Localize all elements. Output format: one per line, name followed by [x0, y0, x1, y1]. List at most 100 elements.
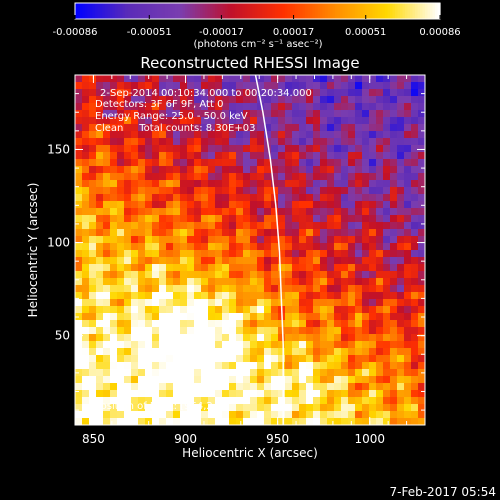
heatmap-cell: [103, 103, 111, 111]
heatmap-cell: [159, 173, 167, 181]
heatmap-cell: [390, 89, 398, 97]
heatmap-cell: [117, 397, 125, 405]
heatmap-cell: [327, 355, 335, 363]
heatmap-cell: [103, 369, 111, 377]
heatmap-cell: [292, 173, 300, 181]
heatmap-cell: [82, 285, 90, 293]
heatmap-cell: [278, 327, 286, 335]
heatmap-cell: [166, 131, 174, 139]
heatmap-cell: [271, 96, 279, 104]
heatmap-cell: [404, 222, 412, 230]
heatmap-cell: [355, 180, 363, 188]
heatmap-cell: [138, 397, 146, 405]
heatmap-cell: [362, 390, 370, 398]
heatmap-cell: [404, 236, 412, 244]
heatmap-cell: [355, 341, 363, 349]
heatmap-cell: [355, 376, 363, 384]
heatmap-cell: [75, 103, 83, 111]
heatmap-cell: [89, 75, 97, 83]
heatmap-cell: [327, 341, 335, 349]
heatmap-cell: [194, 110, 202, 118]
heatmap-cell: [173, 124, 181, 132]
heatmap-cell: [404, 138, 412, 146]
heatmap-cell: [292, 131, 300, 139]
colorbar-cell: [240, 3, 244, 19]
heatmap-cell: [383, 145, 391, 153]
heatmap-cell: [82, 334, 90, 342]
heatmap-cell: [299, 194, 307, 202]
heatmap-cell: [285, 152, 293, 160]
heatmap-cell: [418, 271, 425, 279]
heatmap-cell: [278, 138, 286, 146]
heatmap-cell: [222, 243, 230, 251]
colorbar-cell: [395, 3, 399, 19]
heatmap-cell: [271, 306, 279, 314]
heatmap-cell: [131, 124, 139, 132]
heatmap-cell: [124, 166, 132, 174]
heatmap-cell: [215, 411, 223, 419]
heatmap-cell: [320, 236, 328, 244]
heatmap-cell: [173, 320, 181, 328]
heatmap-cell: [257, 320, 265, 328]
heatmap-cell: [131, 278, 139, 286]
heatmap-cell: [313, 327, 321, 335]
heatmap-cell: [292, 103, 300, 111]
heatmap-cell: [117, 159, 125, 167]
heatmap-cell: [257, 383, 265, 391]
heatmap-cell: [278, 264, 286, 272]
heatmap-cell: [166, 327, 174, 335]
colorbar-cell: [222, 3, 226, 19]
heatmap-cell: [145, 166, 153, 174]
heatmap-cell: [152, 103, 160, 111]
heatmap-cell: [82, 82, 90, 90]
plot-annotations: 2-Sep-2014 00:10:34.000 to 00:20:34.000 …: [95, 88, 312, 412]
heatmap-cell: [418, 82, 425, 90]
heatmap-cell: [173, 257, 181, 265]
heatmap-cell: [404, 320, 412, 328]
heatmap-cell: [152, 180, 160, 188]
heatmap-cell: [229, 173, 237, 181]
heatmap-cell: [257, 180, 265, 188]
heatmap-cell: [103, 355, 111, 363]
heatmap-cell: [103, 96, 111, 104]
colorbar-cell: [235, 3, 239, 19]
heatmap-cell: [348, 229, 356, 237]
heatmap-cell: [390, 173, 398, 181]
heatmap-cell: [82, 103, 90, 111]
colorbar-cell: [142, 3, 146, 19]
heatmap-cell: [327, 418, 335, 425]
heatmap-cell: [159, 257, 167, 265]
heatmap-cell: [243, 145, 251, 153]
y-tick-label: 150: [47, 142, 70, 156]
heatmap-cell: [313, 341, 321, 349]
heatmap-cell: [152, 306, 160, 314]
heatmap-cell: [362, 229, 370, 237]
colorbar-cell: [97, 3, 101, 19]
heatmap-cell: [362, 103, 370, 111]
heatmap-cell: [306, 348, 314, 356]
heatmap-cell: [166, 159, 174, 167]
colorbar-cell: [380, 3, 384, 19]
heatmap-cell: [306, 96, 314, 104]
heatmap-cell: [187, 390, 195, 398]
heatmap-cell: [327, 362, 335, 370]
heatmap-cell: [201, 229, 209, 237]
heatmap-cell: [110, 285, 118, 293]
heatmap-cell: [397, 131, 405, 139]
heatmap-cell: [243, 306, 251, 314]
heatmap-cell: [292, 334, 300, 342]
heatmap-cell: [187, 411, 195, 419]
heatmap-cell: [145, 243, 153, 251]
heatmap-cell: [362, 292, 370, 300]
heatmap-cell: [187, 243, 195, 251]
colorbar-cell: [127, 3, 131, 19]
heatmap-cell: [166, 236, 174, 244]
heatmap-cell: [201, 96, 209, 104]
heatmap-cell: [166, 362, 174, 370]
heatmap-cell: [194, 306, 202, 314]
heatmap-cell: [264, 89, 272, 97]
heatmap-cell: [264, 355, 272, 363]
heatmap-cell: [159, 103, 167, 111]
heatmap-cell: [341, 222, 349, 230]
heatmap-cell: [257, 208, 265, 216]
